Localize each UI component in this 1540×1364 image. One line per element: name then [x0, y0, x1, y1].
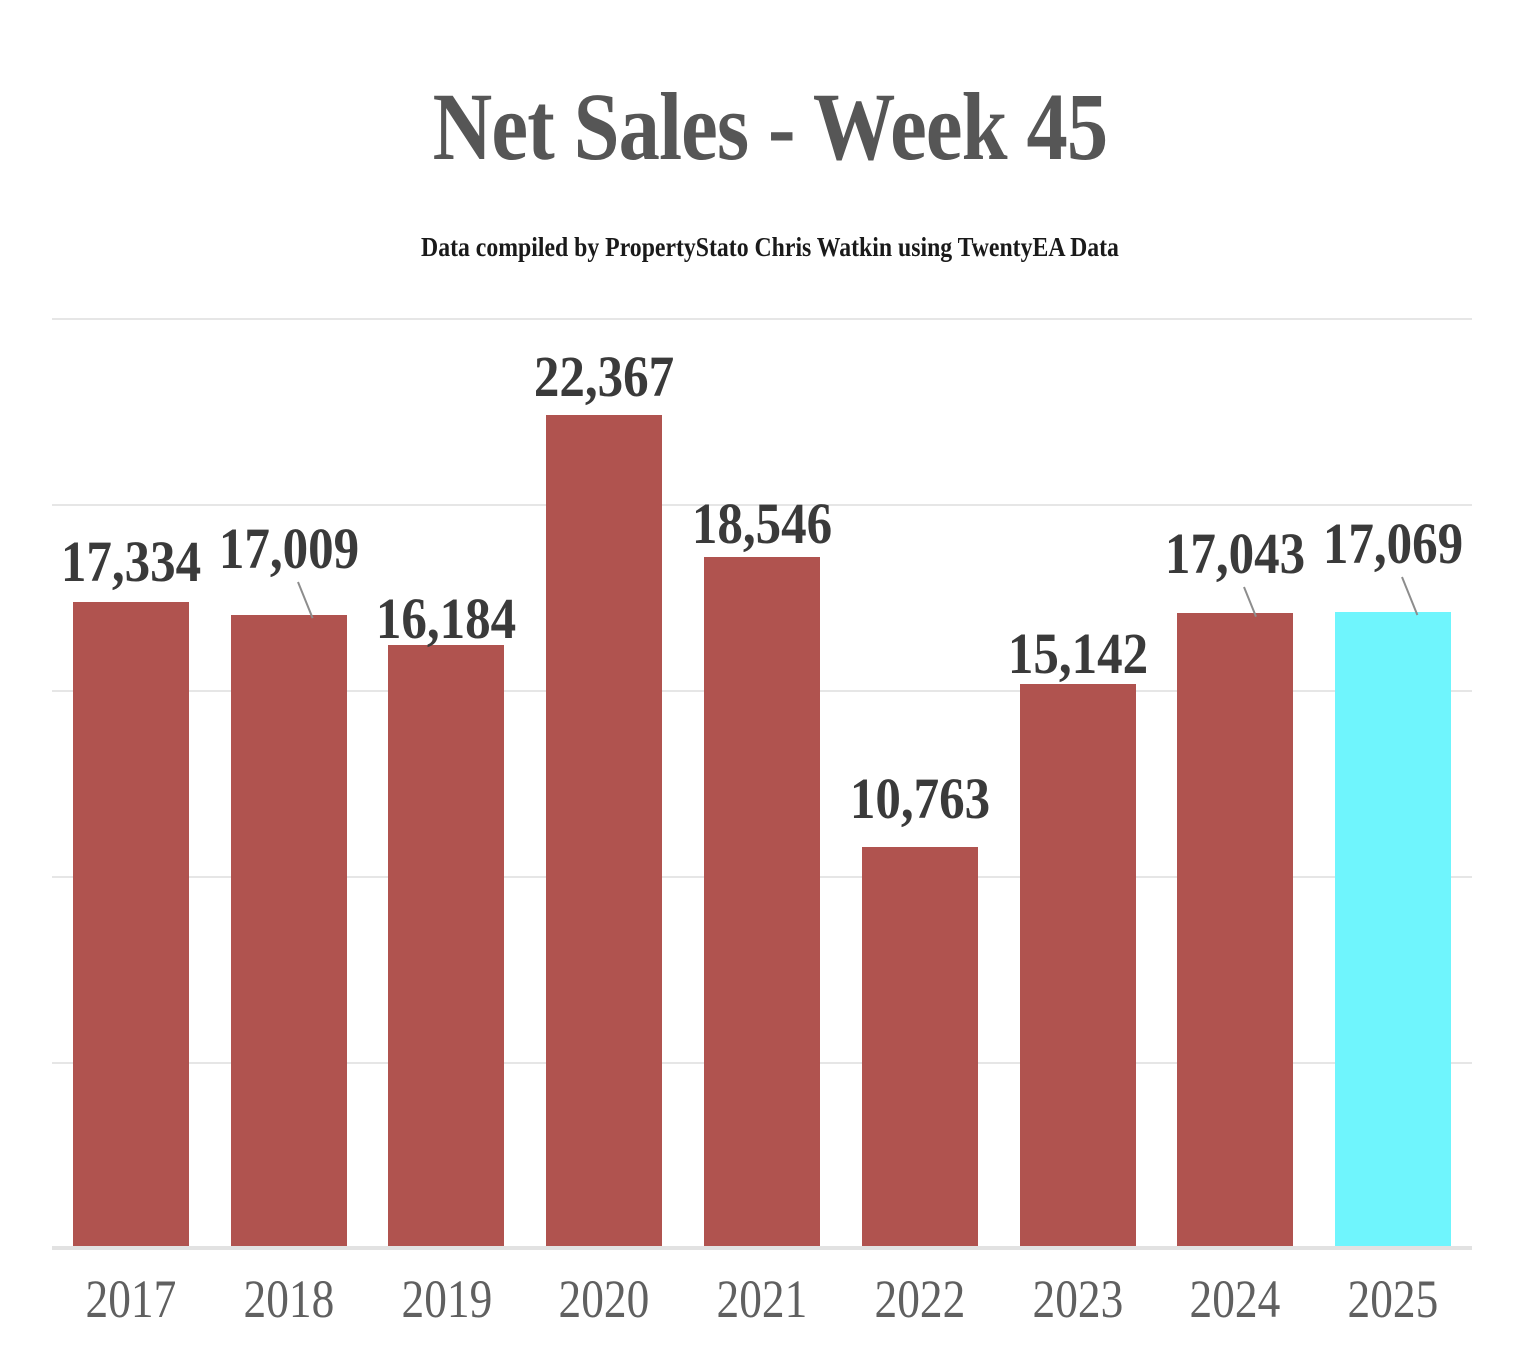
- gridline: [52, 504, 1472, 506]
- axis-baseline: [52, 1246, 1472, 1250]
- page-title: Net Sales - Week 45: [432, 73, 1109, 180]
- bar-value-label-2018: 17,009: [218, 516, 359, 581]
- bar-value-label-2017: 17,334: [60, 529, 202, 594]
- bar-value-label-2024: 17,043: [1165, 521, 1306, 586]
- bar-value-label-2019: 16,184: [376, 586, 517, 651]
- bar-group-2018[interactable]: 17,009: [210, 318, 368, 1248]
- bar-2021[interactable]: [703, 557, 820, 1248]
- x-axis: 2017 2018 2019 2020 2021 2022 2023 2024 2025: [52, 1258, 1472, 1348]
- bar-series: 17,334 17,009 16,184 22,367 18,546 10,763 15,1…: [52, 318, 1472, 1248]
- bar-value-label-2025: 17,069: [1322, 511, 1464, 576]
- x-axis-tick-2020: 2020: [558, 1269, 650, 1329]
- leader-line-2018: [296, 581, 314, 619]
- bar-value-label-2021: 18,546: [691, 491, 833, 556]
- plot-area: 17,334 17,009 16,184 22,367 18,546 10,763 15,1…: [52, 318, 1472, 1250]
- bar-group-2023[interactable]: 15,142: [999, 318, 1157, 1248]
- bar-group-2024[interactable]: 17,043: [1156, 318, 1314, 1248]
- bar-2025[interactable]: [1335, 612, 1452, 1248]
- x-axis-tick-2024: 2024: [1189, 1269, 1281, 1329]
- bar-group-2025[interactable]: 17,069: [1314, 318, 1472, 1248]
- bar-2018[interactable]: [230, 614, 347, 1248]
- bar-group-2021[interactable]: 18,546: [683, 318, 841, 1248]
- x-axis-tick-2021: 2021: [716, 1269, 808, 1329]
- x-axis-tick-2017: 2017: [85, 1269, 177, 1329]
- bar-value-label-2022: 10,763: [849, 766, 990, 831]
- bar-value-label-2023: 15,142: [1007, 621, 1148, 686]
- bar-group-2020[interactable]: 22,367: [525, 318, 683, 1248]
- bar-2019[interactable]: [388, 645, 505, 1248]
- x-axis-tick-2019: 2019: [401, 1269, 492, 1329]
- bar-2024[interactable]: [1177, 613, 1294, 1248]
- bar-value-label-2020: 22,367: [534, 344, 675, 409]
- bar-2022[interactable]: [861, 847, 978, 1248]
- x-axis-tick-2025: 2025: [1347, 1269, 1439, 1329]
- chart-subtitle: Data compiled by PropertyStato Chris Wat…: [421, 232, 1119, 262]
- leader-line-2025: [1401, 576, 1419, 616]
- x-axis-tick-2022: 2022: [874, 1269, 966, 1329]
- x-axis-tick-2018: 2018: [243, 1269, 335, 1329]
- bar-2017[interactable]: [72, 602, 189, 1248]
- bar-group-2017[interactable]: 17,334: [52, 318, 210, 1248]
- gridline: [52, 318, 1472, 320]
- bar-2023[interactable]: [1019, 684, 1136, 1248]
- x-axis-tick-2023: 2023: [1032, 1269, 1123, 1329]
- bar-2020[interactable]: [546, 415, 663, 1248]
- bar-group-2019[interactable]: 16,184: [368, 318, 526, 1248]
- bar-group-2022[interactable]: 10,763: [841, 318, 999, 1248]
